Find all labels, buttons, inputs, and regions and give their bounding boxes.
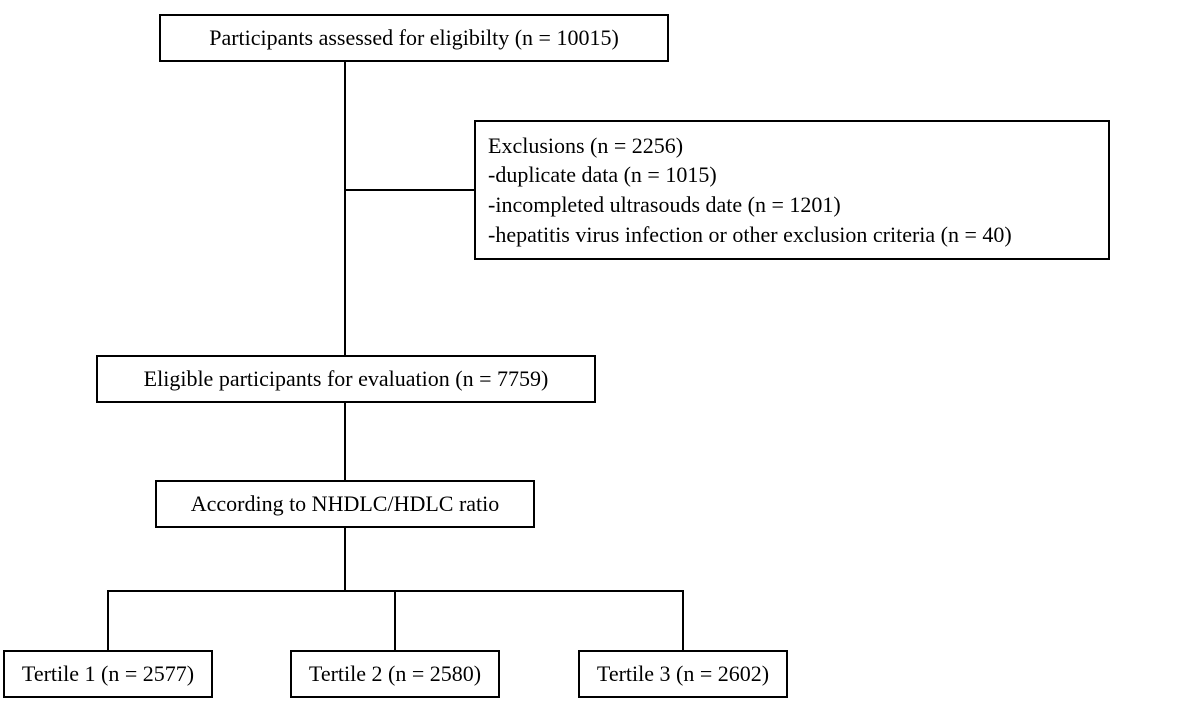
connector-assessed-eligible [344, 62, 346, 355]
connector-according-split [344, 528, 346, 590]
node-tertile-3-text: Tertile 3 (n = 2602) [597, 661, 769, 687]
connector-split-t3 [682, 590, 684, 650]
exclusions-line-2: -incompleted ultrasouds date (n = 1201) [488, 190, 841, 220]
node-assessed: Participants assessed for eligibilty (n … [159, 14, 669, 62]
node-eligible-text: Eligible participants for evaluation (n … [144, 366, 549, 392]
node-exclusions: Exclusions (n = 2256) -duplicate data (n… [474, 120, 1110, 260]
connector-split-t1 [107, 590, 109, 650]
exclusions-line-0: Exclusions (n = 2256) [488, 131, 683, 161]
node-assessed-text: Participants assessed for eligibilty (n … [209, 25, 619, 51]
node-tertile-1-text: Tertile 1 (n = 2577) [22, 661, 194, 687]
node-eligible: Eligible participants for evaluation (n … [96, 355, 596, 403]
node-tertile-2-text: Tertile 2 (n = 2580) [309, 661, 481, 687]
connector-eligible-according [344, 403, 346, 480]
connector-split-t2 [394, 590, 396, 650]
exclusions-line-1: -duplicate data (n = 1015) [488, 160, 717, 190]
node-according: According to NHDLC/HDLC ratio [155, 480, 535, 528]
connector-main-exclusions [344, 189, 474, 191]
exclusions-line-3: -hepatitis virus infection or other excl… [488, 220, 1012, 250]
node-tertile-2: Tertile 2 (n = 2580) [290, 650, 500, 698]
node-tertile-1: Tertile 1 (n = 2577) [3, 650, 213, 698]
node-tertile-3: Tertile 3 (n = 2602) [578, 650, 788, 698]
node-according-text: According to NHDLC/HDLC ratio [191, 491, 500, 517]
